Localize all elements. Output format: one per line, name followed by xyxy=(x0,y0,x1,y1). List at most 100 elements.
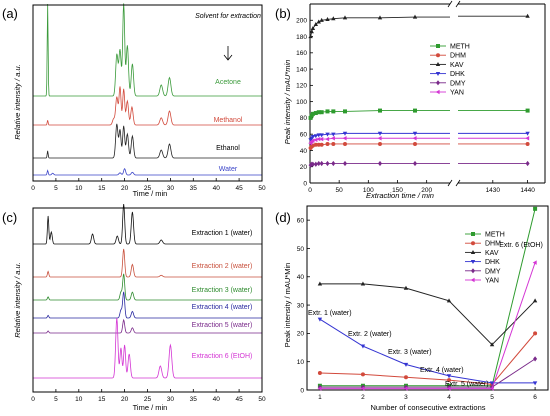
legend-marker-meth xyxy=(471,232,475,236)
y-tick-label: 50 xyxy=(297,246,305,253)
panel-b-letter: (b) xyxy=(275,6,291,21)
data-point-kav xyxy=(489,342,495,347)
panel-c: (c) Relative intensity / a.u. Time / min… xyxy=(2,203,266,412)
point-annotation: Extr. 1 (water) xyxy=(308,310,352,317)
chromatogram-trace xyxy=(33,3,262,97)
x-tick-label: 1 xyxy=(318,394,322,401)
y-tick-label: 20 xyxy=(300,164,308,171)
trace-label: Extraction 1 (water) xyxy=(192,230,253,237)
data-point-dhm xyxy=(533,331,538,336)
y-tick-label: 40 xyxy=(300,148,308,155)
data-point-dmy xyxy=(331,160,336,167)
chromatogram-trace xyxy=(33,291,262,319)
data-point-meth xyxy=(308,115,313,120)
data-point-yan xyxy=(377,136,382,141)
data-point-dhk xyxy=(310,135,316,140)
legend-marker-kav xyxy=(435,62,441,66)
x-tick-label: 3 xyxy=(404,394,408,401)
x-tick-label: 5 xyxy=(54,396,58,403)
panel-a-annotation: Solvent for extraction xyxy=(195,13,261,20)
panel-c-xlabel: Time / min xyxy=(133,403,168,412)
panel-c-traces: Extraction 1 (water) Extraction 2 (water)… xyxy=(33,203,262,379)
data-point-dhk xyxy=(412,131,418,136)
data-point-yan xyxy=(325,136,330,142)
panel-a: (a) Relative intensity / a.u. Time / min… xyxy=(2,3,266,198)
y-tick-label: 60 xyxy=(297,217,305,224)
axis-break-mark xyxy=(447,179,461,187)
data-point-dhk xyxy=(319,133,324,138)
y-tick-label: 0 xyxy=(300,387,304,394)
data-point-dhm xyxy=(317,371,322,376)
x-tick-label: 30 xyxy=(167,396,175,403)
x-tick-label: 6 xyxy=(533,394,537,401)
chromatogram-trace xyxy=(33,86,262,126)
legend-label-dhk: DHK xyxy=(485,259,500,266)
data-point-kav xyxy=(331,16,336,21)
x-tick-label: 4 xyxy=(447,394,451,401)
chromatogram-trace xyxy=(33,248,262,278)
series-line-kav xyxy=(319,283,536,346)
data-point-dhk xyxy=(325,132,330,137)
data-point-dmy xyxy=(313,161,318,167)
plot-frame xyxy=(32,4,263,182)
data-point-dhk xyxy=(446,374,452,379)
legend-label-dhk: DHK xyxy=(450,71,465,78)
panel-a-letter: (a) xyxy=(2,6,18,21)
x-tick-label: 0 xyxy=(31,185,35,192)
panel-d-ylabel: Peak intensity / mAU*Min xyxy=(283,263,292,348)
legend-marker-dhm xyxy=(436,53,440,58)
series-line-meth xyxy=(319,208,536,387)
data-point-yan xyxy=(532,260,537,265)
legend-marker-yan xyxy=(435,89,440,95)
data-point-meth xyxy=(316,110,321,115)
point-annotation: Extr. 2 (water) xyxy=(348,331,392,338)
data-point-dhk xyxy=(532,381,538,386)
trace-label: Ethanol xyxy=(216,145,240,152)
x-tick-label: 25 xyxy=(144,396,152,403)
x-tick-label: 10 xyxy=(75,185,83,192)
trace-label: Extraction 2 (water) xyxy=(192,263,253,270)
data-point-kav xyxy=(319,17,324,22)
chromatogram-trace xyxy=(33,317,262,379)
data-point-meth xyxy=(325,109,330,114)
panel-a-arrow xyxy=(223,46,233,61)
data-point-meth xyxy=(331,109,336,114)
y-tick-label: 60 xyxy=(300,131,308,138)
data-point-meth xyxy=(313,111,318,116)
y-tick-label: 20 xyxy=(297,331,305,338)
chromatogram-trace xyxy=(33,273,262,301)
legend-marker-kav xyxy=(470,250,476,254)
panel-d-annotations: Extr. 1 (water) Extr. 2 (water) Extr. 3 (w… xyxy=(308,242,543,388)
data-point-meth xyxy=(310,111,315,116)
data-point-dhk xyxy=(525,131,530,136)
data-point-meth xyxy=(525,108,530,113)
data-point-kav xyxy=(308,34,313,39)
data-point-dhk xyxy=(342,131,348,136)
data-point-dmy xyxy=(360,384,365,390)
data-point-dhm xyxy=(378,141,382,146)
data-point-yan xyxy=(319,136,324,142)
panel-c-axis: 0 5 10 15 20 25 30 35 40 45 50 xyxy=(31,207,266,403)
chromatogram-trace xyxy=(33,168,262,176)
x-tick-label: 2 xyxy=(361,394,365,401)
panel-d-letter: (d) xyxy=(275,210,291,225)
data-point-meth xyxy=(319,110,324,115)
x-tick-label: 100 xyxy=(363,187,374,194)
plot-frame xyxy=(306,205,549,391)
point-annotation: Extr. 5 (water) xyxy=(445,381,489,388)
legend-label-yan: YAN xyxy=(450,90,464,97)
series-line-yan xyxy=(319,262,536,390)
trace-label: Methanol xyxy=(214,117,243,124)
y-tick-label: 200 xyxy=(296,18,307,25)
data-point-yan xyxy=(316,136,321,142)
data-point-meth xyxy=(533,206,538,211)
y-tick-label: 120 xyxy=(296,83,307,90)
chromatogram-trace xyxy=(33,203,262,245)
legend-label-dhm: DHM xyxy=(450,53,466,60)
x-tick-label: 40 xyxy=(213,396,221,403)
legend-marker-meth xyxy=(436,44,440,48)
legend-marker-dmy xyxy=(471,268,475,274)
y-tick-label: 80 xyxy=(300,115,308,122)
x-tick-label: 15 xyxy=(98,185,106,192)
legend-marker-dhk xyxy=(470,260,476,264)
